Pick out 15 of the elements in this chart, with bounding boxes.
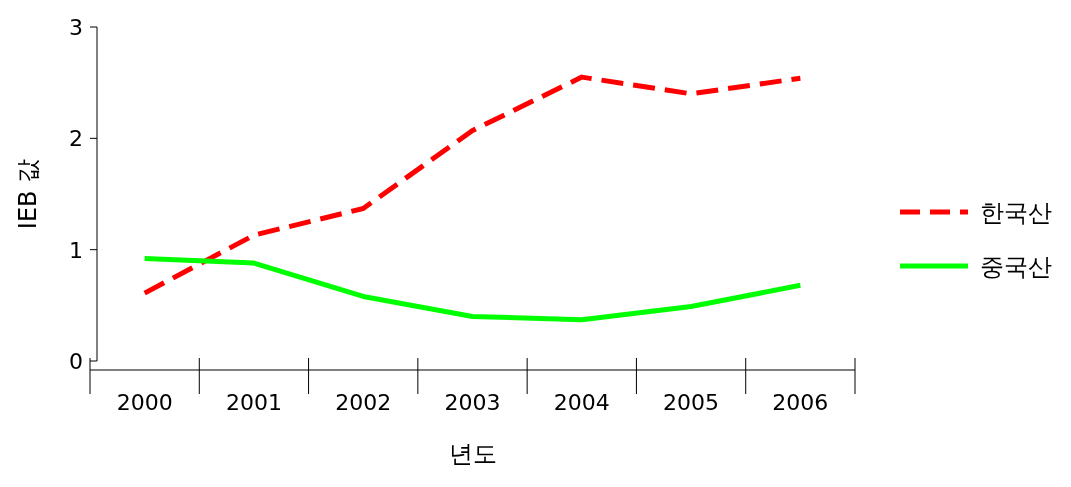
x-tick-label: 2004 bbox=[553, 390, 610, 415]
y-tick-label: 0 bbox=[69, 349, 83, 374]
legend-label: 한국산 bbox=[980, 199, 1052, 227]
y-axis-title: IEB 값 bbox=[14, 158, 42, 230]
x-tick-label: 2000 bbox=[116, 390, 173, 415]
y-tick-label: 2 bbox=[69, 126, 83, 152]
x-axis-title: 년도 bbox=[448, 440, 497, 468]
x-tick-label: 2001 bbox=[225, 390, 282, 415]
y-tick-label: 1 bbox=[69, 237, 83, 263]
x-tick-label: 2003 bbox=[444, 390, 501, 415]
y-tick-label: 3 bbox=[69, 15, 83, 40]
x-tick-label: 2002 bbox=[335, 390, 392, 415]
x-tick-label: 2006 bbox=[772, 390, 829, 415]
x-tick-label: 2005 bbox=[663, 390, 720, 415]
legend-label: 중국산 bbox=[980, 253, 1052, 281]
